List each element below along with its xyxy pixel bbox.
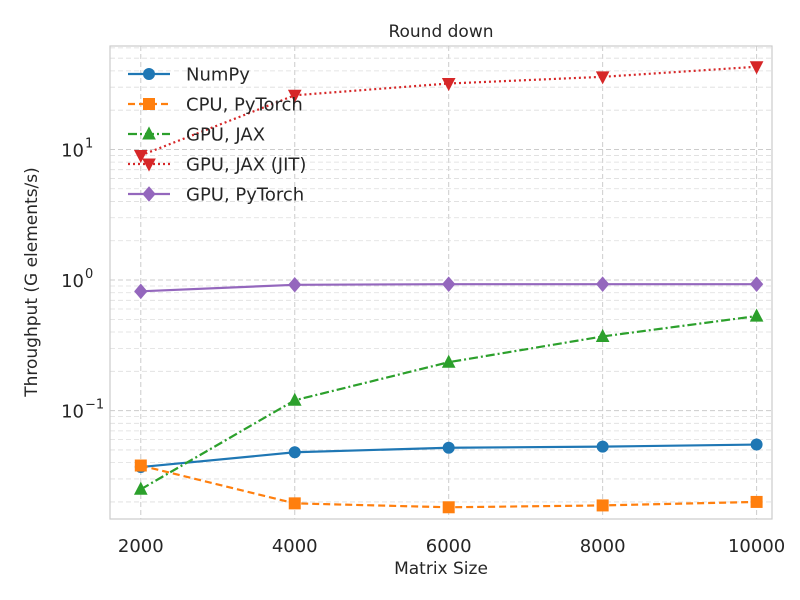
y-tick-label: 10 1 [61, 136, 93, 161]
legend-entry: CPU, PyTorch [128, 95, 303, 116]
data-point [287, 89, 302, 103]
series-cpu-pytorch [134, 459, 763, 514]
series-gpu-jax [133, 308, 764, 495]
data-point [441, 78, 456, 92]
chart-title: Round down [388, 22, 493, 42]
data-point [441, 354, 456, 368]
data-point [442, 501, 455, 514]
legend-entry: GPU, JAX (JIT) [128, 155, 306, 176]
legend-marker [142, 186, 156, 202]
legend-entry: GPU, JAX [128, 125, 265, 146]
data-point [288, 497, 301, 510]
y-tick-exponent: 0 [85, 267, 93, 282]
data-point [133, 481, 148, 495]
data-point [595, 276, 610, 292]
plot-frame [109, 45, 773, 520]
legend-label: CPU, PyTorch [186, 95, 303, 116]
data-point [134, 459, 147, 472]
y-axis-label: Throughput (G elements/s) [22, 167, 42, 398]
x-tick-label: 6000 [426, 536, 472, 557]
y-tick-base: 10 [61, 140, 84, 161]
series-layer [133, 61, 764, 514]
data-point [595, 328, 610, 342]
y-tick-label: 10 −1 [61, 398, 104, 423]
data-point [442, 441, 455, 454]
data-point [133, 149, 148, 164]
data-point [749, 61, 764, 75]
legend-entry: NumPy [128, 65, 250, 86]
legend-entry: GPU, PyTorch [128, 185, 304, 206]
series-line [140, 65, 757, 157]
y-tick-base: 10 [61, 402, 84, 423]
x-tick-label: 10000 [728, 536, 785, 557]
legend-label: NumPy [186, 65, 250, 86]
data-point [596, 499, 609, 512]
x-tick-label: 2000 [118, 536, 164, 557]
y-tick-base: 10 [61, 271, 84, 292]
legend-marker [143, 68, 155, 80]
data-point [442, 276, 456, 292]
data-point [750, 438, 763, 451]
series-gpu-jax-jit [133, 61, 764, 164]
x-tick-label: 4000 [272, 536, 318, 557]
grid [110, 46, 772, 519]
data-point [749, 308, 764, 322]
series-gpu-pytorch [134, 276, 764, 300]
legend-marker [143, 98, 155, 110]
data-point [750, 495, 763, 508]
legend-marker [142, 158, 156, 172]
data-point [287, 392, 302, 406]
x-axis-label: Matrix Size [394, 559, 488, 579]
data-point [749, 276, 764, 292]
data-point [596, 440, 609, 453]
x-tick-label: 8000 [580, 536, 626, 557]
legend-label: GPU, JAX [186, 125, 265, 146]
y-tick-label: 10 0 [61, 267, 93, 292]
data-point [288, 277, 302, 293]
legend: NumPy CPU, PyTorch GPU, JAX GPU, JAX (JIT) G… [128, 65, 306, 206]
data-point [595, 71, 610, 85]
data-point [288, 446, 301, 459]
y-tick-exponent: −1 [85, 398, 104, 413]
data-point [134, 283, 148, 300]
y-tick-exponent: 1 [85, 136, 93, 151]
legend-label: GPU, JAX (JIT) [186, 155, 306, 176]
legend-label: GPU, PyTorch [186, 185, 304, 206]
legend-marker [142, 126, 156, 140]
